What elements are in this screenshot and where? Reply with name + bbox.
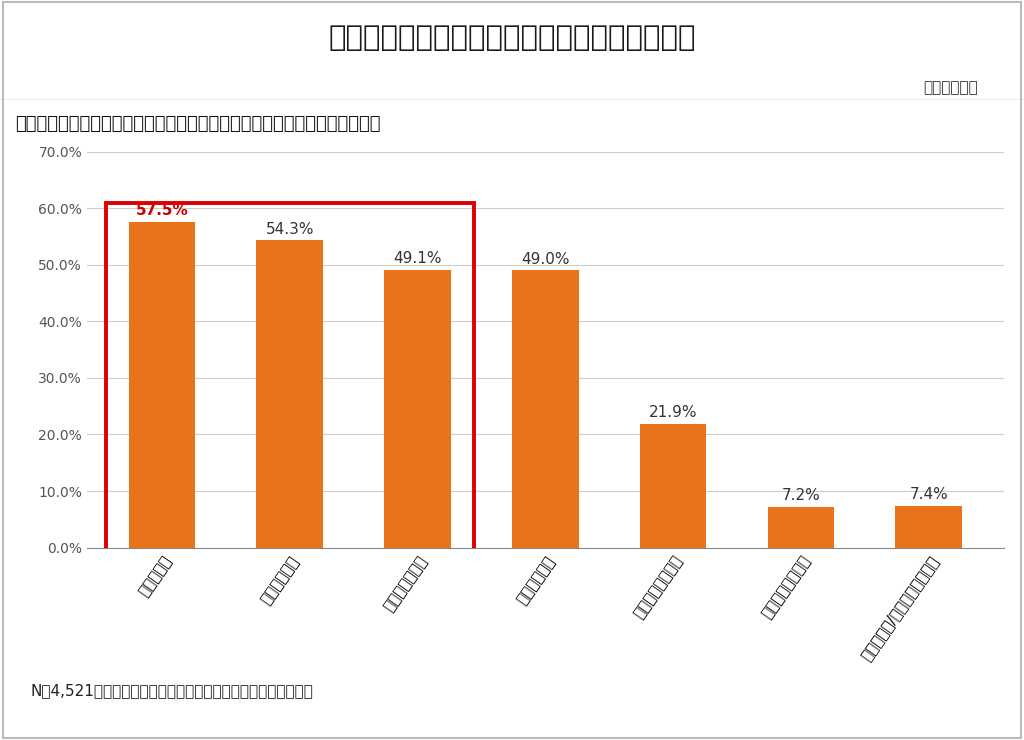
Bar bbox=[384, 270, 451, 548]
Text: 21.9%: 21.9% bbox=[649, 405, 697, 420]
Bar bbox=[640, 424, 707, 548]
Bar bbox=[895, 505, 962, 548]
Bar bbox=[129, 223, 196, 548]
Text: 7.2%: 7.2% bbox=[781, 488, 820, 503]
Bar bbox=[256, 240, 323, 548]
Bar bbox=[105, 203, 474, 556]
Text: 49.0%: 49.0% bbox=[521, 252, 569, 266]
Text: N＝4,521名（のどの乾燥に対して何らかの対策をしている方）: N＝4,521名（のどの乾燥に対して何らかの対策をしている方） bbox=[31, 684, 313, 699]
Text: 57.5%: 57.5% bbox=[135, 204, 188, 218]
Text: マスクをするより「水分をとる・うがいをする・のど飴をなめる」が上回る: マスクをするより「水分をとる・うがいをする・のど飴をなめる」が上回る bbox=[15, 115, 381, 133]
Text: （複数回答）: （複数回答） bbox=[924, 81, 978, 95]
Bar bbox=[768, 507, 835, 548]
Text: 54.3%: 54.3% bbox=[265, 221, 314, 237]
Bar bbox=[512, 270, 579, 548]
Text: 7.4%: 7.4% bbox=[909, 487, 948, 502]
Text: 49.1%: 49.1% bbox=[393, 251, 441, 266]
Text: ２．「のどの乾燥対策」に行っていることは？: ２．「のどの乾燥対策」に行っていることは？ bbox=[329, 24, 695, 52]
